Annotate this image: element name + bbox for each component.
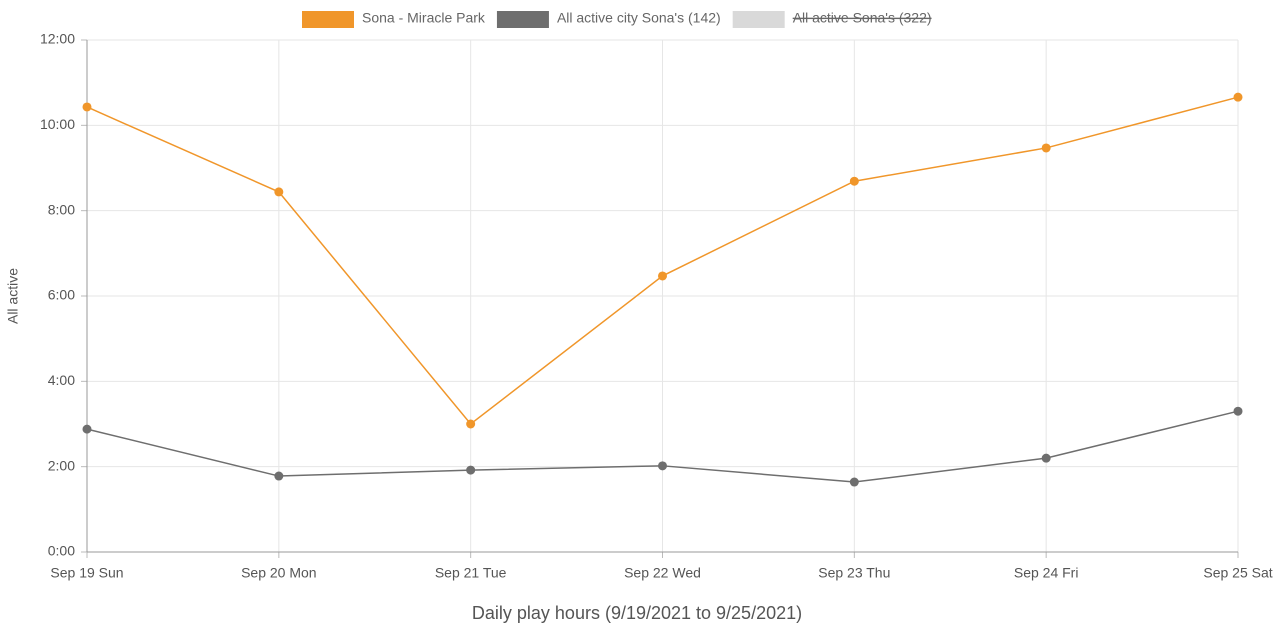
data-point — [849, 477, 859, 487]
x-tick-label: Sep 23 Thu — [818, 565, 890, 581]
legend-swatch — [302, 11, 354, 28]
data-point — [82, 102, 92, 112]
legend-label: All active Sona's (322) — [793, 10, 932, 26]
y-axis-title: All active — [5, 268, 21, 324]
data-point — [466, 465, 476, 475]
data-point — [658, 461, 667, 471]
y-tick-label: 10:00 — [40, 116, 75, 132]
legend-label: Sona - Miracle Park — [362, 10, 486, 26]
y-tick-label: 0:00 — [48, 543, 75, 559]
y-tick-label: 4:00 — [48, 372, 75, 388]
y-tick-label: 6:00 — [48, 287, 75, 303]
data-point — [82, 424, 92, 434]
legend-label: All active city Sona's (142) — [557, 10, 721, 26]
legend-swatch — [732, 11, 785, 28]
y-tick-label: 2:00 — [48, 457, 75, 473]
data-point — [849, 176, 859, 186]
x-tick-label: Sep 22 Wed — [624, 565, 701, 581]
data-point — [274, 187, 284, 197]
x-axis-title: Daily play hours (9/19/2021 to 9/25/2021… — [472, 603, 802, 623]
data-point — [1041, 453, 1051, 463]
x-tick-label: Sep 25 Sat — [1203, 565, 1272, 581]
data-point — [658, 271, 667, 281]
y-tick-label: 8:00 — [48, 201, 75, 217]
data-point — [1233, 92, 1243, 102]
data-point — [466, 419, 476, 429]
data-point — [1233, 406, 1243, 416]
data-point — [274, 471, 284, 481]
x-tick-label: Sep 21 Tue — [435, 565, 507, 581]
data-point — [1041, 143, 1051, 153]
legend-swatch — [496, 11, 549, 28]
x-tick-label: Sep 19 Sun — [50, 565, 123, 581]
x-tick-label: Sep 20 Mon — [241, 565, 317, 581]
y-tick-label: 12:00 — [40, 31, 75, 47]
x-tick-label: Sep 24 Fri — [1014, 565, 1079, 581]
legend: Sona - Miracle Park All active city Sona'… — [302, 10, 932, 28]
